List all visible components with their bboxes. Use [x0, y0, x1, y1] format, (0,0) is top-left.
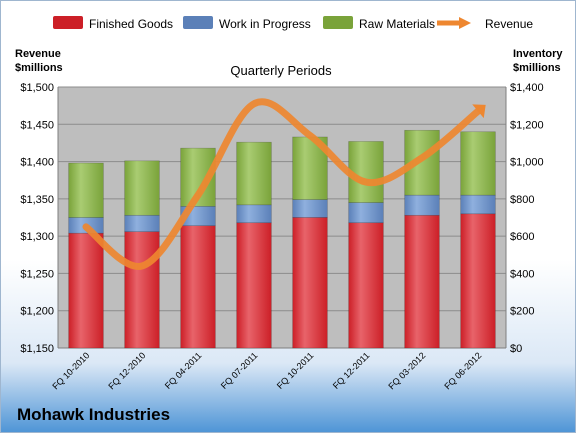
bar-work-in-progress [124, 214, 160, 232]
right-tick-label: $400 [510, 268, 534, 280]
legend-arrowhead-revenue [459, 17, 471, 29]
legend: Finished Goods Work in Progress Raw Mate… [53, 16, 533, 31]
bar-work-in-progress [236, 204, 272, 224]
category-label: FQ 03-2012 [386, 350, 427, 391]
right-axis-title-line2: $millions [513, 62, 561, 74]
bar-finished-goods [404, 214, 440, 349]
bar-finished-goods [348, 222, 384, 349]
right-tick-label: $200 [510, 306, 534, 318]
left-axis-title-line2: $millions [15, 62, 63, 74]
legend-label-work-in-progress: Work in Progress [219, 17, 311, 31]
category-label: FQ 07-2011 [219, 350, 260, 391]
category-label: FQ 10-2011 [275, 350, 316, 391]
chart-subtitle: Quarterly Periods [230, 63, 332, 78]
bar-work-in-progress [348, 202, 384, 224]
left-tick-label: $1,200 [20, 306, 54, 318]
legend-swatch-raw-materials [323, 16, 353, 29]
right-tick-label: $0 [510, 343, 522, 355]
bar-work-in-progress [292, 199, 328, 218]
left-tick-label: $1,350 [20, 194, 54, 206]
right-tick-label: $600 [510, 231, 534, 243]
bar-work-in-progress [460, 194, 496, 215]
legend-label-revenue: Revenue [485, 17, 533, 31]
company-name: Mohawk Industries [17, 405, 171, 424]
legend-swatch-work-in-progress [183, 16, 213, 29]
category-label: FQ 12-2011 [331, 350, 372, 391]
revenue-arrowhead [472, 104, 486, 119]
category-label: FQ 10-2010 [50, 350, 91, 391]
left-tick-label: $1,300 [20, 231, 54, 243]
bar-finished-goods [292, 217, 328, 349]
left-tick-label: $1,500 [20, 82, 54, 94]
bar-finished-goods [236, 222, 272, 349]
legend-label-raw-materials: Raw Materials [359, 17, 435, 31]
right-tick-label: $1,200 [510, 119, 544, 131]
legend-swatch-finished-goods [53, 16, 83, 29]
left-tick-label: $1,250 [20, 268, 54, 280]
category-label: FQ 12-2010 [106, 350, 147, 391]
right-tick-label: $1,400 [510, 82, 544, 94]
left-tick-label: $1,150 [20, 343, 54, 355]
left-tick-label: $1,400 [20, 157, 54, 169]
right-tick-label: $1,000 [510, 157, 544, 169]
left-axis-title-line1: Revenue [15, 48, 61, 60]
category-label: FQ 04-2011 [163, 350, 204, 391]
bar-finished-goods [460, 213, 496, 349]
bar-raw-materials [68, 162, 104, 218]
bar-raw-materials [236, 141, 272, 206]
bar-finished-goods [68, 232, 104, 349]
right-tick-label: $800 [510, 194, 534, 206]
bar-finished-goods [180, 225, 216, 349]
bar-raw-materials [348, 141, 384, 203]
revenue-line [82, 98, 482, 270]
bar-raw-materials [460, 131, 496, 196]
category-label: FQ 06-2012 [442, 350, 483, 391]
legend-label-finished-goods: Finished Goods [89, 17, 173, 31]
left-tick-label: $1,450 [20, 119, 54, 131]
bar-finished-goods [124, 231, 160, 349]
bar-work-in-progress [404, 194, 440, 216]
right-axis-title-line1: Inventory [513, 48, 563, 60]
bar-raw-materials [124, 160, 160, 216]
plot-area: $1,150 $1,200 $1,250 $1,300 $1,350 $1,400 $1,4… [20, 82, 543, 391]
